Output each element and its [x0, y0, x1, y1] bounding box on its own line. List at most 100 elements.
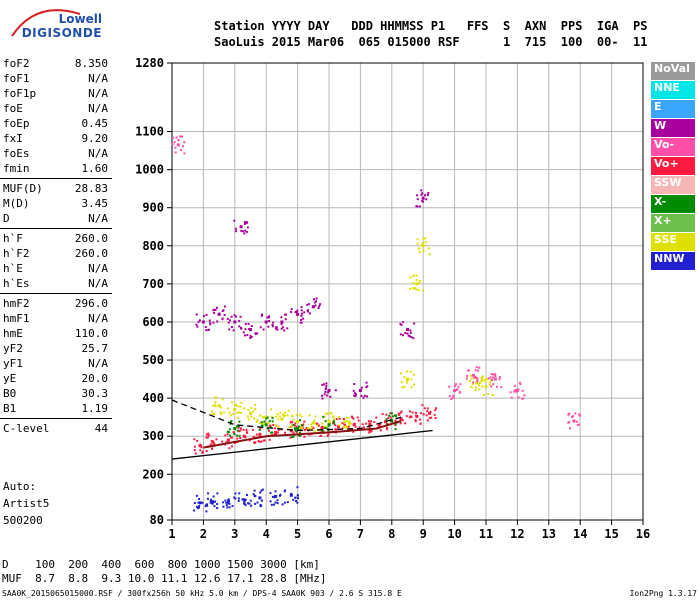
- data-point: [201, 450, 204, 453]
- data-point: [263, 416, 266, 419]
- x-tick-label: 1: [168, 527, 175, 541]
- data-point: [233, 442, 236, 445]
- data-point: [426, 193, 429, 196]
- data-point: [303, 420, 306, 423]
- data-point: [243, 223, 246, 226]
- data-point: [225, 501, 228, 504]
- data-point: [302, 317, 305, 320]
- data-point: [434, 417, 437, 420]
- data-point: [224, 434, 227, 437]
- data-point: [249, 336, 252, 339]
- data-point: [410, 386, 413, 389]
- data-point: [221, 398, 224, 401]
- param-row: M(D) 3.45: [0, 196, 112, 211]
- data-point: [229, 434, 232, 437]
- data-point: [474, 389, 477, 392]
- data-point: [228, 502, 231, 505]
- data-point: [448, 385, 451, 388]
- data-point: [474, 376, 477, 379]
- data-point: [249, 334, 252, 337]
- param-row: h`F 260.0: [0, 231, 112, 246]
- data-point: [409, 370, 412, 373]
- data-point: [259, 427, 262, 430]
- data-point: [571, 415, 574, 418]
- data-point: [261, 488, 264, 491]
- data-point: [409, 410, 412, 413]
- data-point: [198, 444, 201, 447]
- data-point: [335, 418, 338, 421]
- data-point: [274, 490, 277, 493]
- data-point: [353, 392, 356, 395]
- data-point: [237, 426, 240, 429]
- data-point: [228, 506, 231, 509]
- param-value: N/A: [88, 212, 108, 225]
- data-point: [475, 381, 479, 385]
- data-point: [323, 425, 326, 428]
- data-point: [264, 415, 268, 419]
- param-name: foF1p: [3, 87, 37, 100]
- data-point: [300, 424, 303, 427]
- data-point: [210, 440, 213, 443]
- data-point: [196, 439, 199, 442]
- data-point: [435, 407, 438, 410]
- data-point: [521, 389, 524, 392]
- data-point: [234, 403, 237, 406]
- data-point: [245, 493, 248, 496]
- data-point: [296, 312, 300, 316]
- data-point: [327, 412, 330, 415]
- param-row: D N/A: [0, 211, 112, 226]
- data-point: [216, 507, 219, 510]
- data-point: [399, 417, 402, 420]
- data-point: [259, 491, 262, 494]
- data-point: [499, 376, 502, 379]
- data-point: [486, 378, 489, 381]
- data-point: [347, 425, 350, 428]
- data-point: [572, 419, 576, 423]
- data-point: [244, 504, 247, 507]
- data-point: [211, 502, 214, 505]
- data-point: [350, 415, 353, 418]
- data-point: [229, 414, 232, 417]
- x-tick-label: 10: [447, 527, 461, 541]
- data-point: [250, 325, 253, 328]
- data-point: [448, 395, 451, 398]
- param-row: B0 30.3: [0, 386, 112, 401]
- data-point: [235, 425, 238, 428]
- data-point: [471, 383, 474, 386]
- data-point: [225, 504, 228, 507]
- data-point: [238, 319, 241, 322]
- data-point: [198, 319, 201, 322]
- data-point: [213, 505, 216, 508]
- data-point: [214, 308, 217, 311]
- data-point: [361, 423, 364, 426]
- data-point: [287, 409, 290, 412]
- data-point: [568, 421, 571, 424]
- data-point: [342, 426, 345, 429]
- data-point: [214, 403, 217, 406]
- legend-item-nne: NNE: [651, 81, 695, 99]
- data-point: [381, 413, 384, 416]
- data-point: [313, 298, 316, 301]
- data-point: [247, 322, 250, 325]
- data-point: [290, 492, 293, 495]
- data-point: [236, 429, 239, 432]
- data-point: [201, 320, 205, 324]
- data-point: [180, 149, 183, 152]
- data-point: [258, 434, 261, 437]
- data-point: [424, 240, 427, 243]
- legend-item-vo-: Vo+: [651, 157, 695, 175]
- data-point: [197, 501, 200, 504]
- data-point: [271, 495, 274, 498]
- y-tick-label: 1000: [135, 163, 164, 177]
- data-point: [212, 309, 215, 312]
- data-point: [221, 440, 224, 443]
- data-point: [425, 414, 428, 417]
- data-point: [487, 393, 490, 396]
- data-point: [264, 320, 267, 323]
- data-point: [226, 430, 229, 433]
- data-point: [313, 430, 316, 433]
- data-point: [183, 141, 186, 144]
- param-name: B0: [3, 387, 17, 400]
- data-point: [248, 439, 251, 442]
- data-point: [299, 426, 302, 429]
